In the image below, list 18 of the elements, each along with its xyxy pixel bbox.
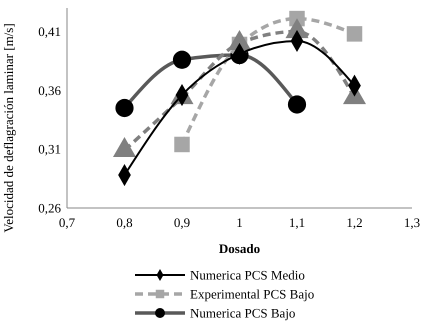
x-tick-label: 1 xyxy=(236,215,243,230)
y-tick-label: 0,41 xyxy=(38,24,61,40)
x-tick-label: 0,7 xyxy=(58,215,76,230)
x-tick-label: 1,2 xyxy=(346,215,363,230)
x-axis-title: Dosado xyxy=(218,241,260,256)
y-axis-title: Velocidad de deflagración laminar [m/s] xyxy=(1,23,16,233)
point xyxy=(346,26,362,42)
y-tick-label: 0,36 xyxy=(38,82,62,98)
legend-label: Numerica PCS Bajo xyxy=(190,306,296,321)
point xyxy=(174,136,190,152)
legend-label: Numerica PCS Medio xyxy=(190,268,305,283)
y-tick-label: 0,31 xyxy=(38,142,61,157)
x-tick-label: 0,8 xyxy=(116,215,133,230)
x-tick-label: 1,1 xyxy=(288,215,306,230)
legend-label: Experimental PCS Bajo xyxy=(190,286,314,302)
y-tick-label: 0,26 xyxy=(38,200,62,216)
x-tick-label: 0,9 xyxy=(174,215,190,230)
x-tick-label: 1,3 xyxy=(404,215,420,230)
